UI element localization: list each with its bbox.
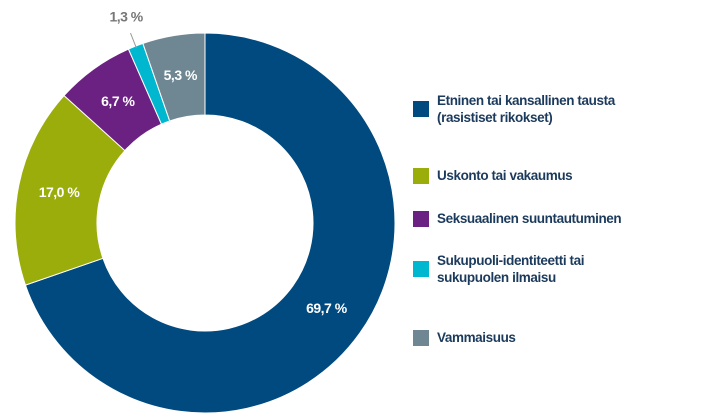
legend-label: Vammaisuus: [437, 330, 516, 345]
legend: Etninen tai kansallinen tausta (rasistis…: [413, 0, 710, 413]
donut-slice: [142, 32, 206, 122]
legend-label: Seksuaalinen suuntautuminen: [437, 211, 622, 226]
data-label: 5,3 %: [164, 67, 198, 83]
legend-label: Uskonto tai vakaumus: [437, 168, 573, 183]
legend-label: Etninen tai kansallinen tausta (rasistis…: [437, 93, 615, 125]
legend-swatch: [413, 210, 429, 227]
data-label: 17,0 %: [39, 184, 81, 200]
legend-label: Sukupuoli-identiteetti tai sukupuolen il…: [437, 253, 585, 285]
data-label: 6,7 %: [101, 93, 135, 109]
legend-swatch: [413, 329, 429, 346]
legend-item: Vammaisuus: [413, 329, 516, 346]
donut-slice: [24, 32, 396, 413]
legend-swatch: [413, 261, 429, 277]
chart: 69,7 % 17,0 % 6,7 % 1,3 % 5,3 %: [14, 9, 396, 413]
legend-item: Uskonto tai vakaumus: [413, 167, 573, 184]
legend-swatch: [413, 101, 429, 117]
legend-swatch: [413, 167, 429, 184]
data-label: 69,7 %: [306, 300, 348, 316]
legend-item: Sukupuoli-identiteetti tai sukupuolen il…: [413, 252, 637, 286]
data-label: 1,3 %: [109, 9, 143, 25]
leader-line: [130, 32, 137, 49]
legend-item: Etninen tai kansallinen tausta (rasistis…: [413, 92, 667, 126]
legend-item: Seksuaalinen suuntautuminen: [413, 210, 622, 227]
